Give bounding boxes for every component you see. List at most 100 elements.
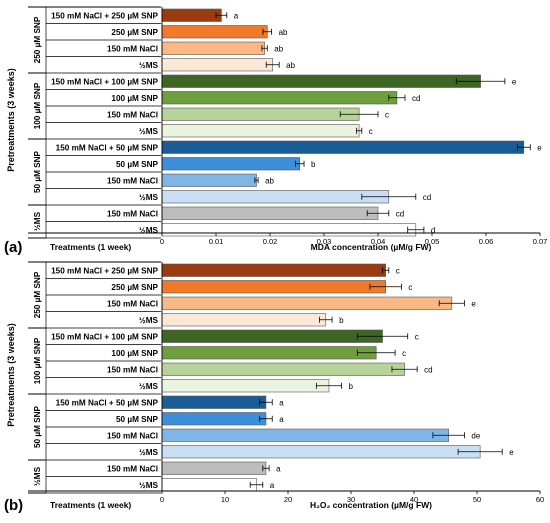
x-tick-label: 0.02 (263, 237, 278, 246)
bar (161, 329, 383, 343)
row-label: ½MS (139, 193, 159, 202)
row-label: 100 µM SNP (111, 94, 158, 103)
group-label: ½MS (33, 466, 42, 486)
chart-panel-b: 150 mM NaCl + 250 µM SNP c 250 µM SNP c 150 … (4, 261, 544, 514)
group-label: 250 µM SNP (33, 16, 42, 63)
bar (161, 58, 273, 72)
bar (161, 445, 481, 459)
bar (161, 362, 405, 376)
group-label: 100 µM SNP (33, 82, 42, 129)
chart-panel-a: 150 mM NaCl + 250 µM SNP a 250 µM SNP ab 150… (4, 6, 548, 256)
x-tick-label: 0.05 (425, 237, 440, 246)
group-label: 50 µM SNP (33, 405, 42, 448)
significance-label: b (339, 316, 344, 325)
bar (161, 280, 386, 294)
row-label: 100 µM SNP (111, 349, 158, 358)
row-label: 150 mM NaCl + 100 µM SNP (51, 332, 158, 341)
x-tick-label: 0.07 (533, 237, 548, 246)
significance-label: b (349, 382, 354, 391)
bar (161, 346, 377, 360)
bar (161, 91, 398, 105)
x-tick-label: 40 (410, 495, 418, 504)
x-axis-title: MDA concentration (µM/g FW) (311, 242, 432, 252)
row-label: ½MS (139, 481, 159, 490)
row-label: 150 mM NaCl + 250 µM SNP (51, 11, 158, 20)
significance-label: cd (412, 94, 420, 103)
significance-label: a (279, 415, 284, 424)
x-tick-label: 50 (473, 495, 481, 504)
x-tick-label: 60 (536, 495, 544, 504)
x-tick-label: 0 (160, 237, 164, 246)
panel-label: (a) (4, 239, 22, 256)
y-axis-title: Pretreatments (3 weeks) (6, 68, 16, 172)
group-label: ½MS (33, 211, 42, 231)
row-label: ½MS (139, 382, 159, 391)
bar (161, 296, 453, 310)
group-label: 50 µM SNP (33, 150, 42, 193)
significance-label: cd (396, 209, 404, 218)
row-label: 250 µM SNP (111, 28, 158, 37)
significance-label: a (270, 481, 275, 490)
row-label: 150 mM NaCl (107, 110, 158, 119)
bar (161, 124, 360, 138)
x-tick-label: 10 (221, 495, 229, 504)
row-label: ½MS (139, 61, 159, 70)
bar (161, 41, 265, 55)
significance-label: b (311, 160, 316, 169)
bar (161, 157, 300, 171)
significance-label: c (408, 283, 412, 292)
row-label: 250 µM SNP (111, 283, 158, 292)
significance-label: e (512, 77, 517, 86)
row-label: ½MS (139, 226, 159, 235)
significance-label: ab (279, 28, 288, 37)
row-label: 50 µM SNP (116, 160, 159, 169)
x-axis-title: H₂O₂ concentration (µM/g FW) (310, 500, 432, 510)
bar (161, 461, 267, 475)
x-tick-label: 30 (347, 495, 355, 504)
significance-label: e (537, 143, 542, 152)
bar (161, 412, 267, 426)
x-tick-label: 0.01 (209, 237, 224, 246)
bar (161, 395, 267, 409)
bar (161, 478, 257, 492)
x-tick-label: 0.06 (479, 237, 494, 246)
bar (161, 140, 525, 154)
bar (161, 173, 257, 187)
significance-label: a (234, 11, 239, 20)
panel-label: (b) (4, 497, 23, 514)
significance-label: e (471, 299, 476, 308)
row-label: 150 mM NaCl (107, 209, 158, 218)
bar (161, 379, 330, 393)
group-label: 100 µM SNP (33, 337, 42, 384)
significance-label: c (369, 127, 373, 136)
bar (161, 428, 449, 442)
significance-label: de (471, 431, 480, 440)
row-label: 150 mM NaCl (107, 431, 158, 440)
bar (161, 313, 327, 327)
significance-label: a (279, 398, 284, 407)
significance-label: c (385, 110, 389, 119)
row-label: 150 mM NaCl (107, 299, 158, 308)
y-axis-title: Pretreatments (3 weeks) (6, 323, 16, 427)
significance-label: c (402, 349, 406, 358)
row-label: ½MS (139, 448, 159, 457)
bar (161, 263, 386, 277)
significance-label: ab (286, 61, 295, 70)
row-label: 150 mM NaCl + 50 µM SNP (56, 398, 159, 407)
bar (161, 25, 268, 39)
significance-label: e (509, 448, 514, 457)
significance-label: ab (274, 44, 283, 53)
row-label: 150 mM NaCl + 100 µM SNP (51, 77, 158, 86)
significance-label: cd (423, 193, 431, 202)
significance-label: a (276, 464, 281, 473)
row-label: 150 mM NaCl + 50 µM SNP (56, 143, 159, 152)
row-label: 150 mM NaCl (107, 365, 158, 374)
significance-label: cd (424, 365, 432, 374)
bar (161, 206, 379, 220)
row-label: 150 mM NaCl (107, 464, 158, 473)
row-label: ½MS (139, 127, 159, 136)
bar (161, 190, 390, 204)
row-label: 150 mM NaCl (107, 44, 158, 53)
bar (161, 8, 222, 22)
